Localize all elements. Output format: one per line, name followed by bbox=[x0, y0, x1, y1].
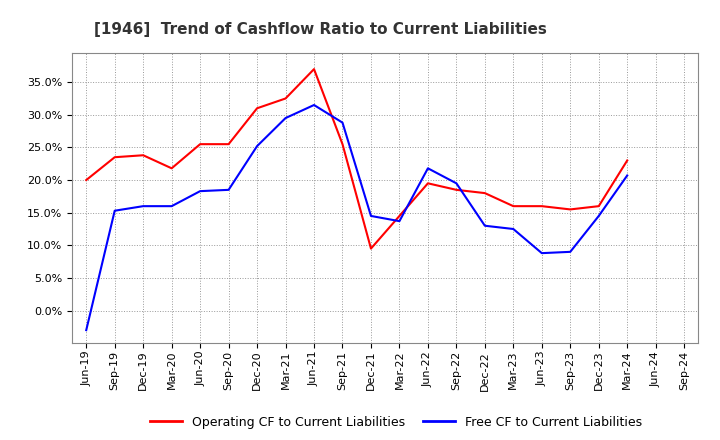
Operating CF to Current Liabilities bbox=[366, 246, 375, 251]
Free CF to Current Liabilities bbox=[423, 166, 432, 171]
Line: Operating CF to Current Liabilities: Operating CF to Current Liabilities bbox=[86, 69, 627, 249]
Legend: Operating CF to Current Liabilities, Free CF to Current Liabilities: Operating CF to Current Liabilities, Fre… bbox=[145, 411, 647, 434]
Free CF to Current Liabilities bbox=[110, 208, 119, 213]
Operating CF to Current Liabilities bbox=[423, 181, 432, 186]
Operating CF to Current Liabilities bbox=[480, 191, 489, 196]
Operating CF to Current Liabilities bbox=[509, 204, 518, 209]
Free CF to Current Liabilities bbox=[623, 173, 631, 178]
Operating CF to Current Liabilities bbox=[338, 142, 347, 147]
Operating CF to Current Liabilities bbox=[310, 66, 318, 72]
Free CF to Current Liabilities bbox=[366, 213, 375, 219]
Free CF to Current Liabilities bbox=[139, 204, 148, 209]
Operating CF to Current Liabilities bbox=[537, 204, 546, 209]
Operating CF to Current Liabilities bbox=[282, 96, 290, 101]
Operating CF to Current Liabilities bbox=[452, 187, 461, 192]
Free CF to Current Liabilities bbox=[338, 120, 347, 125]
Free CF to Current Liabilities bbox=[82, 327, 91, 333]
Free CF to Current Liabilities bbox=[566, 249, 575, 254]
Free CF to Current Liabilities bbox=[509, 226, 518, 231]
Free CF to Current Liabilities bbox=[167, 204, 176, 209]
Operating CF to Current Liabilities bbox=[623, 158, 631, 163]
Free CF to Current Liabilities bbox=[310, 103, 318, 108]
Operating CF to Current Liabilities bbox=[110, 154, 119, 160]
Free CF to Current Liabilities bbox=[253, 143, 261, 149]
Operating CF to Current Liabilities bbox=[253, 106, 261, 111]
Operating CF to Current Liabilities bbox=[196, 142, 204, 147]
Operating CF to Current Liabilities bbox=[566, 207, 575, 212]
Free CF to Current Liabilities bbox=[452, 181, 461, 186]
Free CF to Current Liabilities bbox=[595, 213, 603, 219]
Operating CF to Current Liabilities bbox=[395, 213, 404, 219]
Text: [1946]  Trend of Cashflow Ratio to Current Liabilities: [1946] Trend of Cashflow Ratio to Curren… bbox=[94, 22, 546, 37]
Operating CF to Current Liabilities bbox=[139, 153, 148, 158]
Free CF to Current Liabilities bbox=[196, 188, 204, 194]
Free CF to Current Liabilities bbox=[537, 250, 546, 256]
Free CF to Current Liabilities bbox=[395, 219, 404, 224]
Operating CF to Current Liabilities bbox=[225, 142, 233, 147]
Operating CF to Current Liabilities bbox=[595, 204, 603, 209]
Operating CF to Current Liabilities bbox=[82, 177, 91, 183]
Free CF to Current Liabilities bbox=[282, 115, 290, 121]
Operating CF to Current Liabilities bbox=[167, 166, 176, 171]
Free CF to Current Liabilities bbox=[225, 187, 233, 192]
Free CF to Current Liabilities bbox=[480, 223, 489, 228]
Line: Free CF to Current Liabilities: Free CF to Current Liabilities bbox=[86, 105, 627, 330]
